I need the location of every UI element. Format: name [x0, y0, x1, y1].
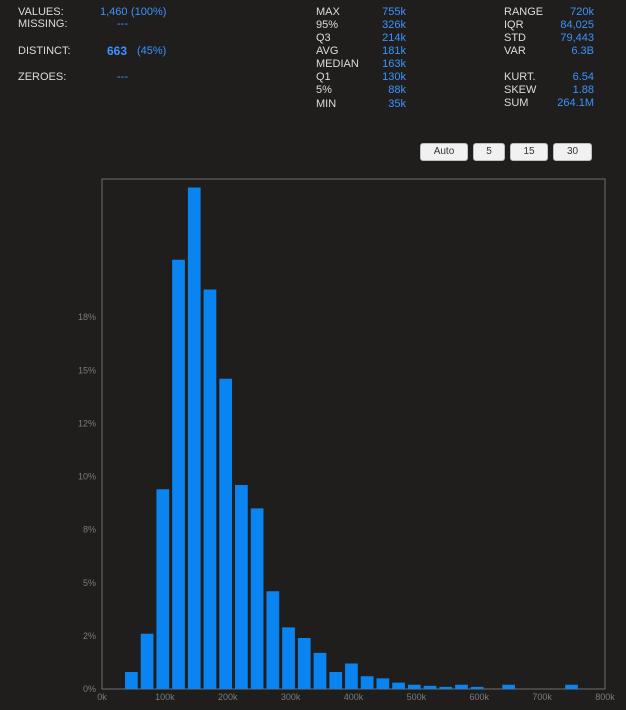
stat-label-skew: SKEW — [504, 84, 537, 96]
stat-label-iqr: IQR — [504, 19, 524, 31]
stat-label-q1: Q1 — [316, 71, 331, 83]
x-axis: 0k 100k 200k 300k 400k 500k 600k 700k 800k — [97, 692, 615, 702]
histogram-bar — [565, 684, 578, 689]
stat-label-max: MAX — [316, 6, 340, 18]
stat-value-avg: 181k — [382, 45, 406, 57]
histogram-bar — [140, 633, 154, 689]
bins-30-button[interactable]: 30 — [553, 143, 592, 161]
stat-value-sum: 264.1M — [557, 97, 594, 109]
y-tick-label: 0% — [83, 684, 96, 694]
y-tick-label: 2% — [83, 631, 96, 641]
stat-value-p95: 326k — [382, 19, 406, 31]
stat-label-var: VAR — [504, 45, 526, 57]
histogram-bar — [297, 638, 311, 689]
x-tick-label: 800k — [595, 692, 615, 702]
histogram-bar — [392, 682, 405, 689]
stat-value-var: 6.3B — [571, 45, 594, 57]
x-tick-label: 200k — [218, 692, 238, 702]
stat-value-skew: 1.88 — [572, 84, 594, 96]
stat-value-max: 755k — [382, 6, 406, 18]
x-tick-label: 700k — [532, 692, 552, 702]
stat-label-median: MEDIAN — [316, 58, 359, 70]
distinct-count: 663 — [107, 44, 128, 58]
stat-label-range: RANGE — [504, 6, 544, 18]
values-label: VALUES: — [18, 6, 64, 18]
histogram-bar — [172, 259, 185, 689]
histogram-bar — [250, 508, 264, 689]
stat-label-avg: AVG — [316, 45, 339, 57]
histogram-bar — [156, 489, 170, 689]
y-tick-label: 15% — [78, 365, 96, 375]
x-tick-label: 600k — [469, 692, 489, 702]
stat-value-iqr: 84,025 — [560, 19, 594, 31]
histogram-bar — [360, 676, 374, 689]
histogram-bar — [423, 685, 437, 689]
stat-label-p95: 95% — [316, 19, 339, 31]
x-tick-label: 0k — [97, 692, 107, 702]
zeroes-value: --- — [117, 71, 128, 83]
y-tick-label: 18% — [78, 312, 96, 322]
values-percent: (100%) — [131, 6, 167, 18]
stat-value-kurt: 6.54 — [572, 71, 594, 83]
distinct-percent: (45%) — [137, 45, 167, 57]
histogram-bar — [407, 684, 421, 689]
x-tick-label: 300k — [281, 692, 301, 702]
distinct-label: DISTINCT: — [18, 45, 71, 57]
histogram-bar — [470, 686, 484, 689]
y-axis: 0% 2% 5% 8% 10% 12% 15% 18% — [78, 312, 96, 694]
histogram-bar — [455, 684, 468, 689]
stat-label-kurt: KURT. — [504, 71, 536, 83]
stat-value-min: 35k — [388, 98, 406, 110]
stat-label-p5: 5% — [316, 84, 332, 96]
missing-label: MISSING: — [18, 18, 68, 30]
values-count: 1,460 — [100, 6, 128, 18]
y-tick-label: 5% — [83, 578, 96, 588]
bars-group — [125, 187, 578, 689]
stat-label-min: MIN — [316, 98, 337, 110]
histogram-bar — [313, 652, 327, 689]
stat-label-q3: Q3 — [316, 32, 331, 44]
zeroes-label: ZEROES: — [18, 71, 67, 83]
stat-value-std: 79,443 — [560, 32, 594, 44]
histogram-bar — [345, 663, 358, 689]
histogram-bar — [125, 672, 138, 689]
x-tick-label: 500k — [407, 692, 427, 702]
stat-value-median: 163k — [382, 58, 406, 70]
bins-15-button[interactable]: 15 — [510, 143, 548, 161]
histogram-bar — [235, 485, 248, 689]
histogram-bar — [187, 187, 201, 689]
histogram-bar — [439, 686, 453, 689]
histogram-bar — [266, 591, 280, 689]
histogram-bar — [502, 684, 515, 689]
y-tick-label: 8% — [83, 525, 96, 535]
histogram-bar — [329, 672, 343, 689]
y-tick-label: 12% — [78, 418, 96, 428]
stat-value-range: 720k — [570, 6, 594, 18]
histogram-chart: 0% 2% 5% 8% 10% 12% 15% 18% 0k 100k 200k 300k 400k 5… — [78, 178, 615, 702]
histogram-bar — [282, 627, 295, 689]
histogram-bar — [203, 289, 217, 689]
x-tick-label: 400k — [344, 692, 364, 702]
histogram-bar — [376, 678, 390, 689]
stat-value-q3: 214k — [382, 32, 406, 44]
stat-value-q1: 130k — [382, 71, 406, 83]
histogram-bar — [219, 378, 233, 689]
stat-label-sum: SUM — [504, 97, 529, 109]
bins-auto-button[interactable]: Auto — [420, 143, 468, 161]
x-tick-label: 100k — [155, 692, 175, 702]
stat-label-std: STD — [504, 32, 526, 44]
y-tick-label: 10% — [78, 472, 96, 482]
bins-5-button[interactable]: 5 — [473, 143, 505, 161]
stat-value-p5: 88k — [388, 84, 406, 96]
missing-value: --- — [117, 18, 128, 30]
